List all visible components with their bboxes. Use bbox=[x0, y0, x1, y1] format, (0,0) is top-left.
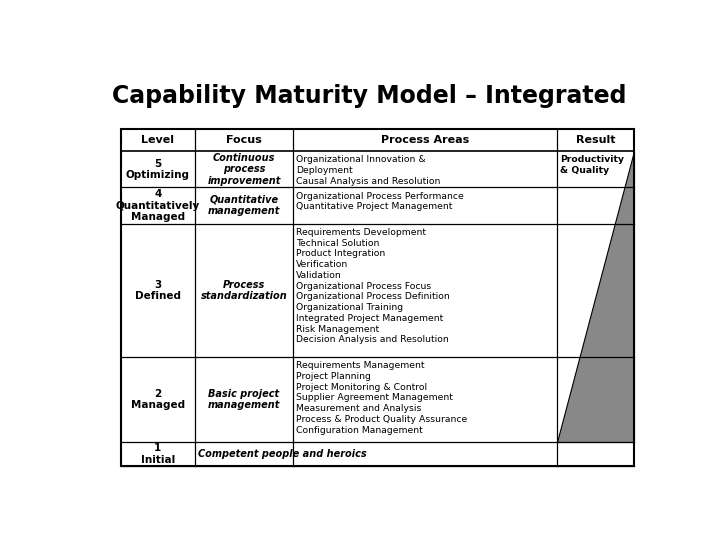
Text: Organizational Innovation &
Deployment
Causal Analysis and Resolution: Organizational Innovation & Deployment C… bbox=[296, 156, 441, 186]
Text: Productivity
& Quality: Productivity & Quality bbox=[560, 156, 624, 175]
Text: Continuous
process
improvement: Continuous process improvement bbox=[207, 153, 281, 186]
Text: Basic project
management: Basic project management bbox=[207, 389, 280, 410]
Text: 1
Initial: 1 Initial bbox=[141, 443, 175, 465]
Text: Requirements Management
Project Planning
Project Monitoring & Control
Supplier A: Requirements Management Project Planning… bbox=[296, 361, 467, 435]
Text: Organizational Process Performance
Quantitative Project Management: Organizational Process Performance Quant… bbox=[296, 192, 464, 211]
Text: Quantitative
management: Quantitative management bbox=[207, 195, 280, 217]
Text: Focus: Focus bbox=[226, 135, 262, 145]
Text: Result: Result bbox=[576, 135, 616, 145]
Text: Capability Maturity Model – Integrated: Capability Maturity Model – Integrated bbox=[112, 84, 626, 107]
Text: Competent people and heroics: Competent people and heroics bbox=[199, 449, 367, 459]
Bar bbox=[121, 129, 634, 466]
Text: 3
Defined: 3 Defined bbox=[135, 280, 181, 301]
Text: Process
standardization: Process standardization bbox=[201, 280, 287, 301]
Text: 2
Managed: 2 Managed bbox=[131, 389, 185, 410]
Text: Process Areas: Process Areas bbox=[381, 135, 469, 145]
Polygon shape bbox=[557, 151, 634, 442]
Text: 5
Optimizing: 5 Optimizing bbox=[126, 159, 190, 180]
Text: Level: Level bbox=[141, 135, 174, 145]
Text: 4
Quantitatively
Managed: 4 Quantitatively Managed bbox=[116, 189, 200, 222]
Text: Requirements Development
Technical Solution
Product Integration
Verification
Val: Requirements Development Technical Solut… bbox=[296, 228, 450, 345]
